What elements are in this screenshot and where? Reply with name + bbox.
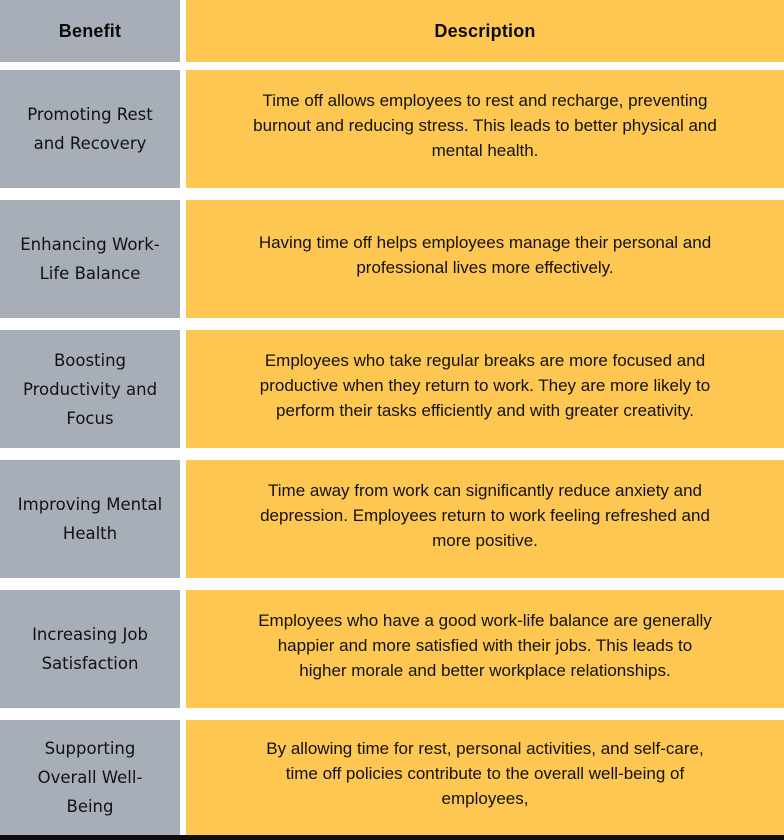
header-cell-description: Description xyxy=(186,0,784,62)
benefit-cell: Promoting Rest and Recovery xyxy=(0,70,180,188)
description-cell: By allowing time for rest, personal acti… xyxy=(186,720,784,835)
benefit-cell: Supporting Overall Well- Being xyxy=(0,720,180,835)
description-cell: Employees who take regular breaks are mo… xyxy=(186,330,784,448)
benefit-cell: Increasing Job Satisfaction xyxy=(0,590,180,708)
header-cell-benefit: Benefit xyxy=(0,0,180,62)
description-cell: Employees who have a good work-life bala… xyxy=(186,590,784,708)
benefit-header-label: Benefit xyxy=(58,20,122,41)
description-header-label: Description xyxy=(434,20,536,41)
table-row: Boosting Productivity and Focus Employee… xyxy=(0,330,784,448)
description-cell: Having time off helps employees manage t… xyxy=(186,200,784,318)
description-cell: Time away from work can significantly re… xyxy=(186,460,784,578)
benefit-cell: Enhancing Work- Life Balance xyxy=(0,200,180,318)
table-row: Improving Mental Health Time away from w… xyxy=(0,460,784,578)
bottom-border-line xyxy=(0,835,784,840)
benefit-cell: Improving Mental Health xyxy=(0,460,180,578)
benefit-cell: Boosting Productivity and Focus xyxy=(0,330,180,448)
table-row: Enhancing Work- Life Balance Having time… xyxy=(0,200,784,318)
table-row: Promoting Rest and Recovery Time off all… xyxy=(0,70,784,188)
header-row: Benefit Description xyxy=(0,0,784,62)
description-cell: Time off allows employees to rest and re… xyxy=(186,70,784,188)
table-row: Supporting Overall Well- Being By allowi… xyxy=(0,720,784,835)
table-row: Increasing Job Satisfaction Employees wh… xyxy=(0,590,784,708)
